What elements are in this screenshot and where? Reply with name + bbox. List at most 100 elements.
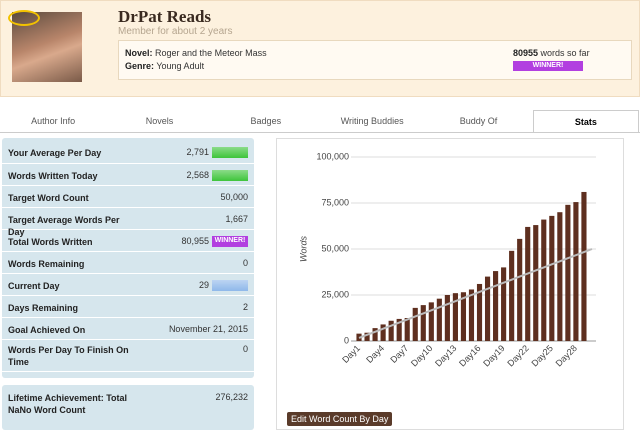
stats-panel: Your Average Per Day 2,791 Words Written T…	[2, 138, 254, 378]
bar	[517, 238, 523, 341]
novel-line: Novel: Roger and the Meteor Mass	[125, 48, 267, 58]
bar	[428, 302, 434, 341]
stat-label: Total Words Written	[8, 237, 93, 247]
bar	[468, 289, 475, 341]
tab[interactable]: Novels	[145, 116, 174, 126]
y-axis-label: Words	[298, 236, 308, 263]
stat-value: 0	[242, 258, 248, 268]
y-tick-label: 0	[344, 335, 349, 345]
bar	[476, 283, 483, 341]
genre-label: Genre:	[125, 61, 155, 71]
bar	[444, 295, 450, 341]
bar	[452, 293, 458, 341]
bar	[581, 191, 587, 341]
word-count: 80955	[513, 48, 539, 58]
x-tick-label: Day22	[505, 343, 530, 368]
tab[interactable]: Stats	[532, 110, 639, 133]
stat-label: Words Written Today	[8, 171, 98, 181]
bar	[557, 212, 563, 341]
bar	[460, 292, 467, 341]
tab[interactable]: Author Info	[31, 116, 76, 126]
bar	[484, 276, 491, 341]
stat-row: Target Average Words Per Day 1,667	[2, 208, 254, 237]
bar	[404, 318, 410, 341]
bar	[509, 250, 515, 341]
y-tick-label: 100,000	[316, 151, 349, 161]
stat-row: Words Remaining 0	[2, 252, 254, 274]
genre-line: Genre: Young Adult	[125, 61, 204, 71]
stat-value: 2	[242, 302, 248, 312]
bar	[549, 215, 555, 341]
word-count-suffix: words so far	[540, 48, 590, 58]
stat-label: Your Average Per Day	[8, 148, 102, 158]
halo-icon	[8, 10, 40, 26]
y-tick-label: 25,000	[321, 289, 349, 299]
bar	[541, 219, 547, 341]
stat-value: November 21, 2015	[168, 324, 248, 334]
chart-panel: 0 25,000 50,000 75,000 100,000 Words Day1 Day4 D…	[276, 138, 624, 430]
bar	[364, 332, 370, 341]
novel-title[interactable]: Roger and the Meteor Mass	[155, 48, 267, 58]
stat-value: 29	[198, 280, 209, 290]
bar	[493, 271, 499, 341]
stat-label: Target Word Count	[8, 193, 89, 203]
bar	[533, 225, 539, 341]
y-tick-label: 50,000	[321, 243, 349, 253]
bar	[565, 204, 571, 341]
stat-value: 50,000	[220, 192, 248, 202]
stat-row: Goal Achieved On November 21, 2015	[2, 318, 254, 340]
stat-value: 1,667	[225, 214, 248, 224]
bar	[420, 305, 426, 341]
stat-row: Total Words Written 80,955 WINNER!	[2, 230, 254, 252]
bar	[573, 202, 579, 341]
x-tick-label: Day7	[388, 343, 410, 365]
novel-box: Novel: Roger and the Meteor Mass Genre: …	[118, 40, 632, 80]
x-tick-label: Day16	[457, 343, 482, 368]
x-tick-label: Day19	[481, 343, 506, 368]
stat-row: Current Day 29	[2, 274, 254, 296]
bar	[501, 267, 507, 341]
stat-label: Words Per Day To Finish On Time	[8, 345, 129, 367]
user-name: DrPat Reads	[118, 7, 212, 26]
stat-label: Days Remaining	[8, 303, 79, 313]
word-count-line: 80955 words so far	[513, 48, 590, 58]
y-tick-label: 75,000	[321, 197, 349, 207]
x-tick-label: Day25	[529, 343, 554, 368]
edit-button[interactable]: Edit Word Count By Day	[287, 412, 393, 426]
progress-bar	[212, 279, 248, 291]
bar	[396, 318, 402, 341]
target-line	[358, 248, 593, 339]
x-tick-label: Day4	[364, 343, 386, 365]
stat-row: Target Word Count 50,000	[2, 186, 254, 208]
lifetime-panel: Lifetime Achievement: Total NaNo Word Co…	[2, 385, 254, 430]
stat-value: 0	[242, 344, 248, 354]
tab-underline	[0, 132, 640, 133]
x-tick-label: Day1	[340, 343, 362, 365]
stat-row: Your Average Per Day 2,791	[2, 141, 254, 164]
stat-row: Days Remaining 2	[2, 296, 254, 318]
stat-row: Words Written Today 2,568	[2, 164, 254, 186]
genre: Young Adult	[156, 61, 205, 71]
tab[interactable]: Badges	[250, 116, 282, 126]
stat-label: Current Day	[8, 281, 60, 291]
x-tick-label: Day28	[554, 343, 579, 368]
bar	[388, 320, 394, 341]
member-since: Member for about 2 years	[118, 26, 233, 37]
x-tick-label: Day13	[433, 343, 458, 368]
winner-badge: WINNER!	[212, 235, 248, 247]
tab[interactable]: Buddy Of	[459, 116, 498, 126]
stat-value: 80,955	[181, 236, 209, 246]
stat-label: Goal Achieved On	[8, 325, 86, 335]
bar	[525, 226, 531, 341]
stat-label: Target Average Words Per Day	[8, 215, 120, 237]
stat-value: 2,791	[186, 147, 209, 157]
bar	[436, 298, 442, 341]
tab[interactable]: Writing Buddies	[340, 116, 404, 126]
winner-badge: WINNER!	[513, 61, 583, 71]
x-tick-label: Day10	[409, 343, 434, 368]
progress-bar	[212, 169, 248, 181]
stat-label: Words Remaining	[8, 259, 85, 269]
progress-bar	[212, 147, 248, 158]
